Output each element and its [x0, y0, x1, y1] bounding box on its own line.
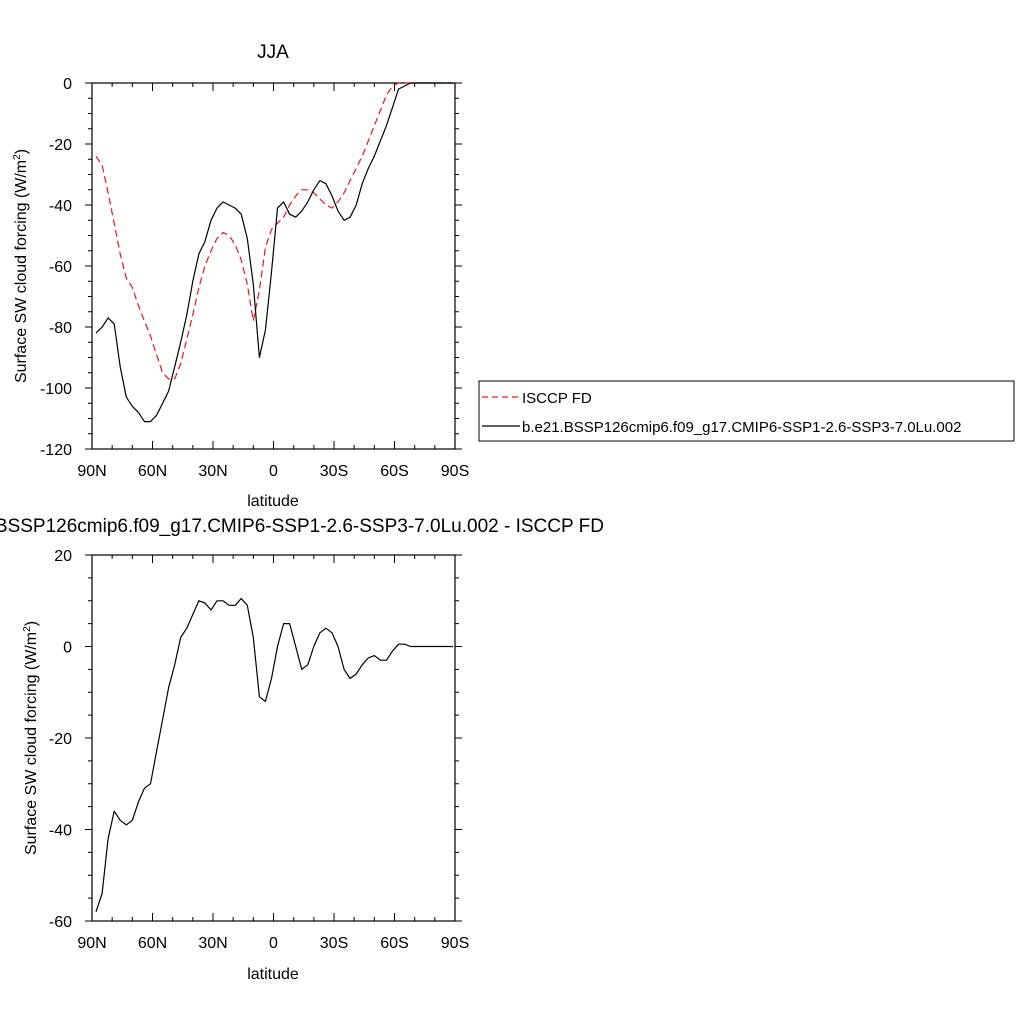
- bottom-y-tick-label: -20: [49, 731, 72, 748]
- top-x-tick-label: 30S: [320, 463, 348, 480]
- top-axis-ticks: 90N 60N 30N 0 30S 60S 90S 0 -20 -40 -60 -80 -100 -120: [40, 76, 469, 480]
- top-series-lines: [95, 82, 453, 423]
- bottom-x-tick-label: 90S: [441, 935, 469, 952]
- bottom-y-tick-label: 20: [54, 548, 72, 565]
- top-plot-frame: [91, 82, 456, 450]
- bottom-x-tick-label: 60S: [380, 935, 408, 952]
- top-x-tick-label: 90S: [441, 463, 469, 480]
- bottom-x-tick-label: 90N: [77, 935, 106, 952]
- top-chart-title: JJA: [257, 42, 289, 63]
- bottom-axis-ticks: 90N 60N 30N 0 30S 60S 90S 20 0 -20 -40 -60: [49, 548, 469, 952]
- legend: ISCCP FD b.e21.BSSP126cmip6.f09_g17.CMIP…: [478, 380, 1015, 442]
- bottom-y-axis-title: Surface SW cloud forcing (W/m2): [22, 621, 40, 855]
- top-y-tick-label: -80: [49, 320, 72, 337]
- top-x-tick-label: 90N: [77, 463, 106, 480]
- bottom-x-axis-title: latitude: [247, 966, 299, 983]
- top-x-tick-label: 0: [269, 463, 278, 480]
- top-series-1-line: [95, 82, 453, 423]
- bottom-x-tick-label: 30S: [320, 935, 348, 952]
- bottom-chart: b.e21.BSSP126cmip6.f09_g17.CMIP6-SSP1-2.…: [0, 516, 604, 983]
- top-x-tick-label: 30N: [198, 463, 227, 480]
- bottom-x-tick-label: 60N: [138, 935, 167, 952]
- bottom-y-tick-label: -60: [49, 914, 72, 931]
- top-y-tick-label: -20: [49, 137, 72, 154]
- top-y-tick-label: -60: [49, 259, 72, 276]
- bottom-y-tick-label: -40: [49, 823, 72, 840]
- top-y-tick-label: 0: [63, 76, 72, 93]
- bottom-x-tick-label: 0: [269, 935, 278, 952]
- bottom-plot-frame: [91, 554, 456, 922]
- top-chart: JJA 90N 60N 30N 0 30S 60S 90S 0 -20 -40 -60 -80 -100…: [12, 42, 469, 510]
- legend-label-isccp: ISCCP FD: [522, 390, 592, 407]
- bottom-x-tick-label: 30N: [198, 935, 227, 952]
- top-x-tick-label: 60S: [380, 463, 408, 480]
- top-y-tick-label: -100: [40, 381, 72, 398]
- bottom-y-tick-label: 0: [63, 640, 72, 657]
- top-y-tick-label: -120: [40, 442, 72, 459]
- top-y-tick-label: -40: [49, 198, 72, 215]
- top-series-0-dashed-line: [95, 82, 453, 380]
- bottom-chart-title: b.e21.BSSP126cmip6.f09_g17.CMIP6-SSP1-2.…: [0, 516, 604, 537]
- bottom-series-lines: [95, 597, 453, 912]
- bottom-series-0-line: [95, 597, 453, 912]
- legend-box: [478, 380, 1015, 442]
- top-x-tick-label: 60N: [138, 463, 167, 480]
- top-y-axis-title: Surface SW cloud forcing (W/m2): [12, 149, 30, 383]
- legend-label-model: b.e21.BSSP126cmip6.f09_g17.CMIP6-SSP1-2.…: [522, 419, 961, 436]
- top-x-axis-title: latitude: [247, 493, 299, 510]
